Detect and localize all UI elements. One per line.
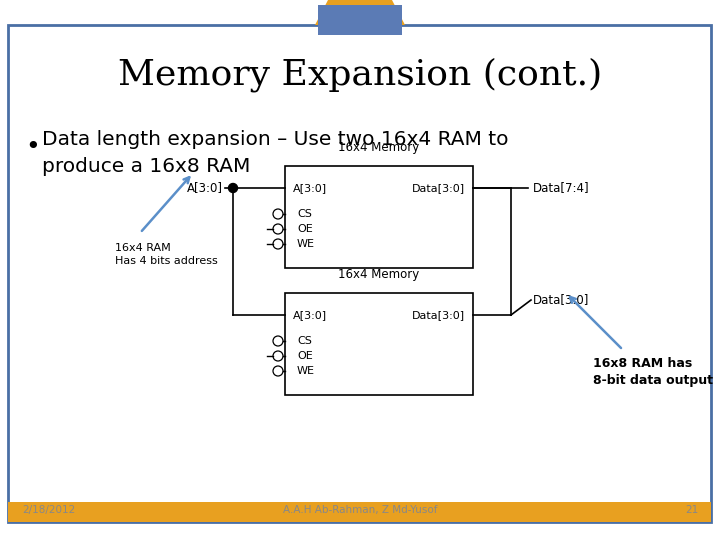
Text: WE: WE: [297, 366, 315, 376]
Text: OE: OE: [297, 224, 312, 234]
Text: Data length expansion – Use two 16x4 RAM to
produce a 16x8 RAM: Data length expansion – Use two 16x4 RAM…: [42, 130, 508, 176]
Text: Memory Expansion (cont.): Memory Expansion (cont.): [118, 58, 602, 92]
Text: •: •: [25, 135, 40, 159]
Text: 16x8 RAM has
8-bit data output: 16x8 RAM has 8-bit data output: [593, 357, 713, 387]
Text: WE: WE: [297, 239, 315, 249]
Text: 16x4 Memory: 16x4 Memory: [338, 268, 420, 281]
Text: A[3:0]: A[3:0]: [293, 310, 327, 320]
Text: Data[3:0]: Data[3:0]: [533, 294, 590, 307]
Bar: [318, 5, 402, 35]
Text: 21: 21: [685, 505, 698, 515]
Bar: [285, 166, 473, 268]
Text: 2/18/2012: 2/18/2012: [22, 505, 76, 515]
Bar: [285, 293, 473, 395]
Text: Data[3:0]: Data[3:0]: [412, 183, 465, 193]
Text: A[3:0]: A[3:0]: [293, 183, 327, 193]
Text: A[3:0]: A[3:0]: [187, 181, 223, 194]
Bar: [8, 502, 711, 522]
Text: 16x4 Memory: 16x4 Memory: [338, 141, 420, 154]
Text: OE: OE: [297, 351, 312, 361]
Polygon shape: [315, 0, 405, 25]
Circle shape: [228, 184, 238, 192]
Text: CS: CS: [297, 336, 312, 346]
Text: 16x4 RAM
Has 4 bits address: 16x4 RAM Has 4 bits address: [115, 243, 217, 266]
Text: Data[3:0]: Data[3:0]: [412, 310, 465, 320]
Text: A.A.H Ab-Rahman, Z Md-Yusof: A.A.H Ab-Rahman, Z Md-Yusof: [283, 505, 437, 515]
Text: Data[7:4]: Data[7:4]: [533, 181, 590, 194]
Text: CS: CS: [297, 209, 312, 219]
